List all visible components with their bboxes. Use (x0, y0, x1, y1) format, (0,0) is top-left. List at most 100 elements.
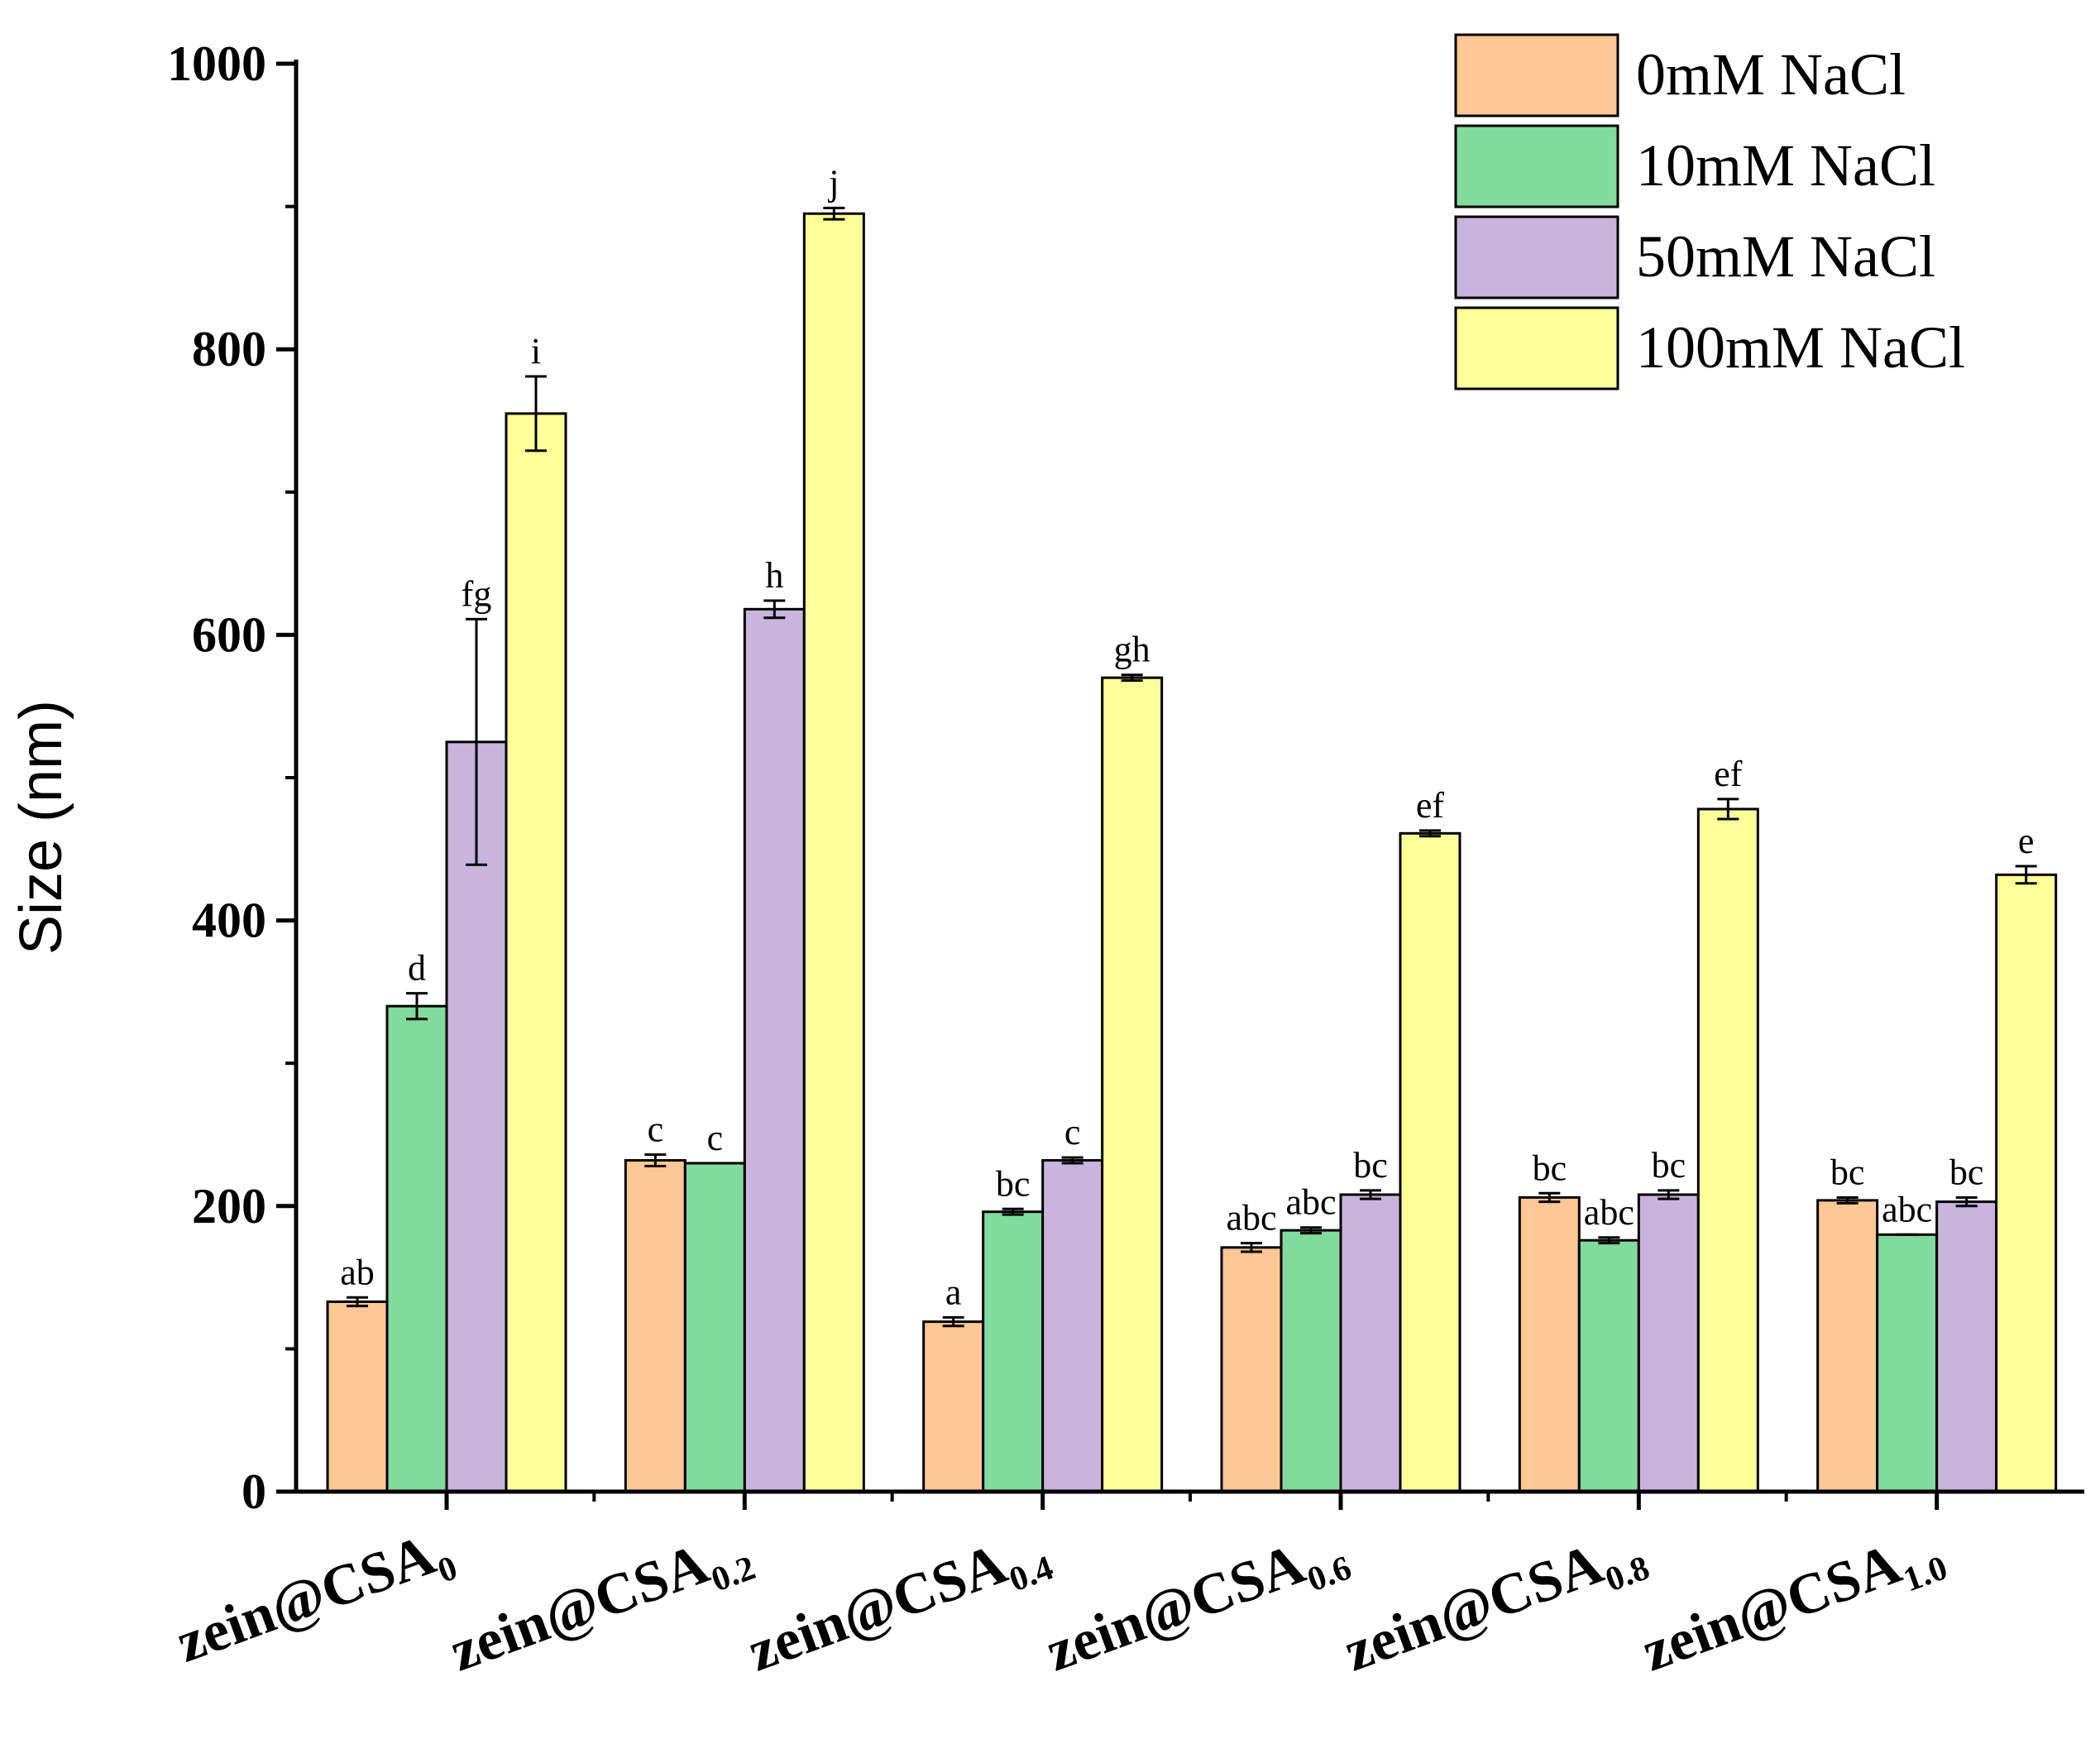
error-bar (1241, 1242, 1262, 1253)
legend-item: 100mM NaCl (1454, 306, 1965, 390)
significance-letter: a (945, 1272, 962, 1312)
bar (505, 412, 567, 1493)
x-tick-label: zein@CSA0.4 (739, 1517, 1058, 1692)
x-tick-label: zein@CSA1.0 (1634, 1517, 1952, 1692)
significance-letter: ef (1416, 785, 1445, 826)
bar (982, 1210, 1045, 1493)
legend-swatch (1454, 306, 1619, 390)
bar (326, 1300, 389, 1493)
error-bar (466, 617, 487, 866)
significance-letter: e (2018, 821, 2035, 861)
significance-letter: bc (1353, 1145, 1388, 1186)
error-bar (1300, 1226, 1322, 1235)
svg-text:zein@CSA0.4: zein@CSA0.4 (739, 1517, 1058, 1692)
y-tick-label: 800 (192, 322, 266, 376)
legend-swatch (1454, 124, 1619, 208)
significance-letter: fg (462, 573, 492, 614)
error-bar (763, 599, 786, 620)
error-bar (1836, 1195, 1858, 1205)
significance-letter: h (765, 555, 783, 596)
bar (683, 1162, 746, 1493)
significance-letter: ef (1714, 754, 1743, 794)
significance-letter: abc (1285, 1182, 1336, 1223)
significance-letter: bc (1533, 1147, 1567, 1188)
bar (743, 607, 806, 1493)
error-bar (525, 375, 547, 453)
error-bar (644, 1153, 667, 1167)
y-tick-label: 200 (192, 1179, 266, 1234)
x-tick-label: zein@CSA0.6 (1038, 1517, 1356, 1692)
bar (1518, 1195, 1581, 1493)
y-tick-label: 0 (242, 1464, 266, 1519)
error-bar (942, 1315, 964, 1328)
error-bar (2015, 865, 2037, 885)
significance-letter: abc (1882, 1189, 1932, 1229)
error-bar (1955, 1195, 1978, 1208)
significance-letter: bc (1830, 1152, 1865, 1192)
significance-letter: j (827, 162, 839, 203)
y-tick-label: 1000 (167, 36, 266, 91)
y-tick-label: 600 (192, 607, 266, 662)
svg-text:zein@CSA0.2: zein@CSA0.2 (442, 1517, 760, 1692)
error-bar (1360, 1189, 1381, 1200)
error-bar (823, 206, 845, 221)
bar (1637, 1193, 1700, 1493)
bar (1101, 676, 1164, 1493)
x-tick-label: zein@CSA0 (168, 1517, 462, 1683)
error-bar (1598, 1236, 1620, 1245)
significance-letter: c (1064, 1112, 1081, 1152)
significance-letter: c (648, 1109, 664, 1150)
significance-letter: c (707, 1118, 724, 1158)
error-bar (347, 1296, 368, 1308)
error-bar (1061, 1156, 1083, 1165)
bar (624, 1159, 686, 1493)
bar (802, 212, 865, 1493)
legend-item: 50mM NaCl (1454, 215, 1935, 299)
y-axis-label: Size (nm) (8, 700, 74, 955)
significance-letter: gh (1114, 630, 1150, 670)
legend: 0mM NaCl 10mM NaCl 50mM NaCl 100mM NaCl (1454, 33, 1965, 390)
legend-label: 10mM NaCl (1636, 132, 1935, 199)
x-tick-label: zein@CSA0.2 (442, 1517, 760, 1692)
legend-item: 10mM NaCl (1454, 124, 1935, 208)
bar (1816, 1199, 1879, 1493)
bar (1696, 807, 1759, 1493)
svg-text:zein@CSA1.0: zein@CSA1.0 (1634, 1517, 1952, 1692)
bar (1995, 873, 2058, 1493)
error-bar (406, 992, 428, 1021)
error-bar (1419, 829, 1441, 838)
bar (385, 1004, 448, 1493)
legend-swatch (1454, 215, 1619, 299)
significance-letter: bc (1652, 1145, 1686, 1186)
svg-text:zein@CSA0.8: zein@CSA0.8 (1336, 1517, 1654, 1692)
bar (1041, 1159, 1104, 1493)
legend-label: 50mM NaCl (1636, 223, 1935, 290)
bar (922, 1320, 985, 1493)
bar (1876, 1233, 1939, 1493)
error-bar (1538, 1191, 1561, 1204)
legend-label: 0mM NaCl (1636, 41, 1906, 108)
error-bar (1002, 1207, 1024, 1216)
legend-swatch (1454, 33, 1619, 117)
svg-text:zein@CSA0: zein@CSA0 (168, 1517, 462, 1683)
error-bar (1717, 798, 1739, 821)
significance-letter: ab (340, 1252, 375, 1292)
bar (1220, 1246, 1283, 1493)
significance-letter: d (408, 948, 426, 989)
svg-text:zein@CSA0.6: zein@CSA0.6 (1038, 1517, 1356, 1692)
legend-label: 100mM NaCl (1636, 314, 1965, 381)
error-bar (1658, 1189, 1680, 1200)
bar (1339, 1193, 1402, 1493)
bar (1935, 1200, 1998, 1493)
significance-letter: abc (1226, 1198, 1276, 1238)
error-bar (1121, 673, 1143, 683)
bar (1399, 831, 1461, 1493)
bar (1577, 1238, 1640, 1493)
bar (1280, 1229, 1342, 1493)
legend-item: 0mM NaCl (1454, 33, 1906, 117)
x-tick-label: zein@CSA0.8 (1336, 1517, 1654, 1692)
significance-letter: bc (1949, 1152, 1984, 1192)
significance-letter: abc (1584, 1192, 1634, 1233)
